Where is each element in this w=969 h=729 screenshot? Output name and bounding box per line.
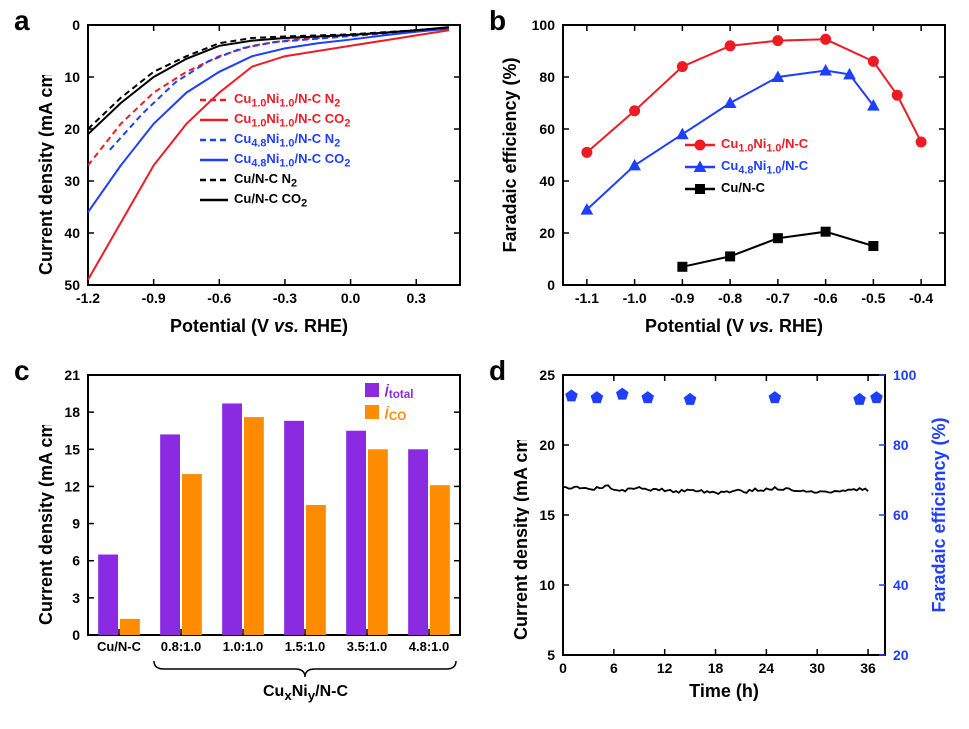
svg-text:5: 5	[547, 647, 555, 663]
svg-text:20: 20	[539, 225, 555, 241]
svg-text:0: 0	[547, 277, 555, 293]
svg-text:0: 0	[72, 627, 80, 643]
svg-text:24: 24	[759, 660, 775, 676]
svg-text:-0.8: -0.8	[718, 290, 742, 306]
svg-text:3: 3	[72, 590, 80, 606]
svg-text:10: 10	[539, 577, 555, 593]
svg-text:30: 30	[64, 173, 80, 189]
svg-text:100: 100	[532, 17, 556, 33]
panel-a: a -1.2-0.9-0.6-0.30.00.301020304050Poten…	[10, 5, 470, 345]
panel-c: c 036912151821Cu/N-C0.8:1.01.0:1.01.5:1.…	[10, 355, 470, 725]
svg-text:20: 20	[893, 647, 909, 663]
svg-text:6: 6	[72, 553, 80, 569]
svg-text:12: 12	[64, 478, 80, 494]
svg-text:60: 60	[893, 507, 909, 523]
svg-text:18: 18	[708, 660, 724, 676]
svg-text:0.8:1.0: 0.8:1.0	[161, 639, 201, 654]
svg-text:12: 12	[657, 660, 673, 676]
panel-d: d 06121824303651015202520406080100Time (…	[485, 355, 965, 725]
svg-text:0.0: 0.0	[341, 290, 361, 306]
panel-b: b -1.1-1.0-0.9-0.8-0.7-0.6-0.5-0.4020406…	[485, 5, 955, 345]
chart-a: -1.2-0.9-0.6-0.30.00.301020304050Potenti…	[10, 5, 470, 345]
svg-text:18: 18	[64, 404, 80, 420]
svg-text:Faradaic efficiency (%): Faradaic efficiency (%)	[929, 417, 949, 612]
svg-text:0.3: 0.3	[407, 290, 427, 306]
svg-text:20: 20	[539, 437, 555, 453]
svg-text:20: 20	[64, 121, 80, 137]
svg-text:30: 30	[809, 660, 825, 676]
svg-text:15: 15	[64, 441, 80, 457]
svg-text:-0.9: -0.9	[142, 290, 166, 306]
svg-text:-1.0: -1.0	[623, 290, 647, 306]
chart-c: 0 3 6 9 12 15 18 21 Cu/N-C 0.8:1.0 1.0:1.0 1.5:1.0 3…	[10, 355, 470, 725]
svg-text:40: 40	[539, 173, 555, 189]
svg-text:21: 21	[64, 367, 80, 383]
svg-text:-0.6: -0.6	[814, 290, 838, 306]
svg-text:6: 6	[610, 660, 618, 676]
svg-text:10: 10	[64, 69, 80, 85]
svg-text:-0.3: -0.3	[273, 290, 297, 306]
svg-text:-0.5: -0.5	[861, 290, 885, 306]
svg-text:50: 50	[64, 277, 80, 293]
svg-text:Cu/N-C: Cu/N-C	[97, 639, 142, 654]
svg-text:36: 36	[860, 660, 876, 676]
svg-text:0: 0	[72, 17, 80, 33]
svg-text:100: 100	[893, 367, 917, 383]
svg-text:-1.1: -1.1	[575, 290, 599, 306]
svg-text:40: 40	[64, 225, 80, 241]
svg-text:4.8:1.0: 4.8:1.0	[409, 639, 449, 654]
svg-text:25: 25	[539, 367, 555, 383]
svg-text:3.5:1.0: 3.5:1.0	[347, 639, 387, 654]
svg-text:-0.7: -0.7	[766, 290, 790, 306]
svg-text:Time (h): Time (h)	[689, 681, 759, 701]
svg-text:80: 80	[893, 437, 909, 453]
svg-text:15: 15	[539, 507, 555, 523]
svg-text:-0.9: -0.9	[670, 290, 694, 306]
svg-text:80: 80	[539, 69, 555, 85]
svg-text:0: 0	[559, 660, 567, 676]
svg-text:9: 9	[72, 516, 80, 532]
chart-d: 0 6 12 18 24 30 36 5 10 15 20 25 20 40 60 80 100 Time (h)…	[485, 355, 965, 725]
svg-text:1.5:1.0: 1.5:1.0	[285, 639, 325, 654]
svg-text:40: 40	[893, 577, 909, 593]
chart-b: -1.1 -1.0 -0.9 -0.8 -0.7 -0.6 -0.5 -0.4 0 20 40 60 8…	[485, 5, 955, 345]
svg-text:Faradaic efficiency (%): Faradaic efficiency (%)	[500, 57, 520, 252]
svg-text:1.0:1.0: 1.0:1.0	[223, 639, 263, 654]
svg-text:60: 60	[539, 121, 555, 137]
svg-text:-0.4: -0.4	[909, 290, 933, 306]
svg-text:-0.6: -0.6	[207, 290, 231, 306]
